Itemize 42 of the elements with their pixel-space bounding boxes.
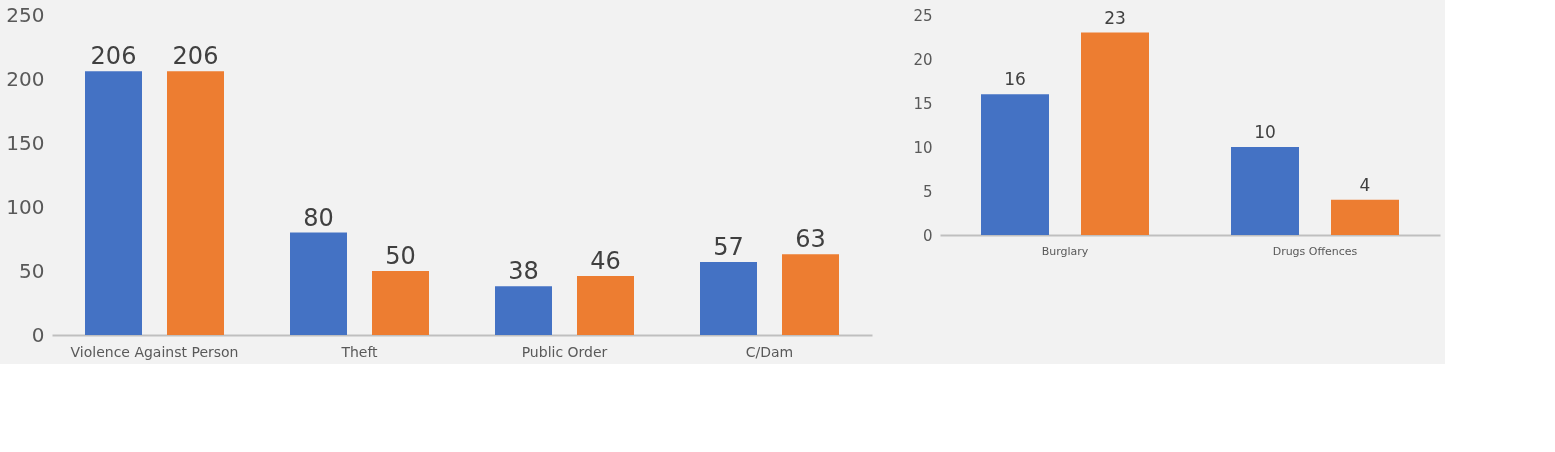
bar xyxy=(981,94,1049,235)
data-label: 10 xyxy=(1254,122,1276,142)
x-tick-label: Burglary xyxy=(1041,244,1089,258)
data-label: 57 xyxy=(713,233,744,262)
y-tick-label: 20 xyxy=(913,50,933,69)
y-tick-label: 10 xyxy=(913,138,933,157)
y-tick-label: 150 xyxy=(6,130,45,155)
y-tick-label: 200 xyxy=(6,66,45,91)
data-label: 50 xyxy=(385,242,416,270)
y-tick-label: 5 xyxy=(922,182,933,201)
data-label: 46 xyxy=(590,247,621,276)
bar xyxy=(372,271,429,335)
y-tick-label: 250 xyxy=(6,2,45,27)
bar xyxy=(700,262,757,335)
bar xyxy=(1081,32,1149,235)
y-tick-label: 0 xyxy=(31,322,45,347)
y-tick-label: 100 xyxy=(6,194,45,219)
bar xyxy=(167,71,224,335)
y-tick-label: 0 xyxy=(922,226,933,245)
x-tick-label: Drugs Offences xyxy=(1272,244,1358,258)
data-label: 206 xyxy=(172,42,219,71)
bar xyxy=(495,286,552,335)
x-tick-label: C/Dam xyxy=(745,343,794,360)
data-label: 16 xyxy=(1004,69,1026,90)
y-tick-label: 25 xyxy=(913,6,933,25)
y-tick-label: 15 xyxy=(913,94,933,113)
bar xyxy=(577,276,634,335)
bar xyxy=(782,254,839,335)
bar xyxy=(85,71,142,335)
bar xyxy=(290,232,347,335)
data-label: 4 xyxy=(1359,174,1371,195)
data-label: 63 xyxy=(795,225,826,254)
bar xyxy=(1231,147,1299,235)
bar xyxy=(1331,199,1399,235)
data-label: 23 xyxy=(1104,7,1126,28)
data-label: 206 xyxy=(90,42,137,71)
x-tick-label: Theft xyxy=(340,343,379,360)
data-label: 80 xyxy=(303,203,334,232)
x-tick-label: Public Order xyxy=(521,343,608,360)
y-tick-label: 50 xyxy=(19,258,45,283)
data-label: 38 xyxy=(508,257,539,286)
x-tick-label: Violence Against Person xyxy=(70,343,239,360)
